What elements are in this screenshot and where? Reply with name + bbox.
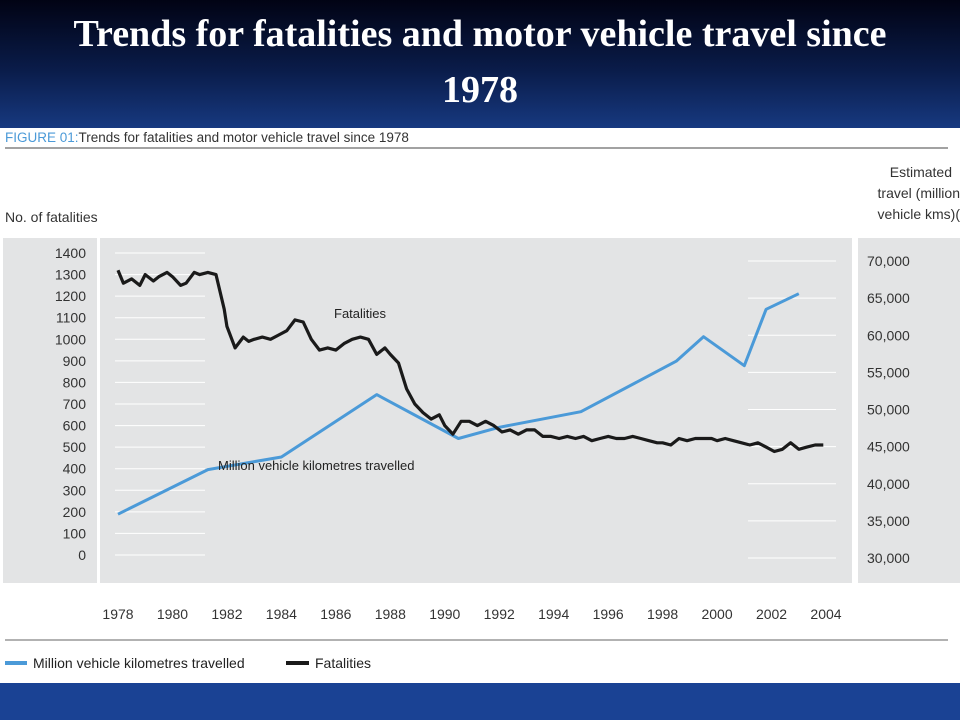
right-axis-title-line-3: vehicle kms)(	[878, 206, 960, 222]
left-tick-label: 900	[63, 353, 87, 369]
series-line-travel	[117, 292, 800, 516]
right-tick-label: 40,000	[867, 476, 910, 492]
plot-area	[100, 238, 852, 583]
left-tick-label: 400	[63, 461, 87, 477]
x-tick-label: 1988	[375, 606, 406, 622]
x-tick-label: 2004	[810, 606, 841, 622]
figure-panel: FIGURE 01:Trends for fatalities and moto…	[0, 128, 960, 683]
right-tick-label: 35,000	[867, 513, 910, 529]
figure-caption-text: Trends for fatalities and motor vehicle …	[79, 130, 409, 145]
right-tick-label: 60,000	[867, 327, 910, 343]
right-tick-label: 65,000	[867, 290, 910, 306]
figure-label: FIGURE 01:	[5, 130, 79, 145]
figure-caption: FIGURE 01:Trends for fatalities and moto…	[5, 130, 409, 145]
left-tick-label: 800	[63, 374, 87, 390]
right-axis-title-line-2: travel (million	[878, 185, 960, 201]
left-tick-label: 300	[63, 482, 87, 498]
x-tick-label: 1990	[429, 606, 460, 622]
left-axis-title: No. of fatalities	[5, 209, 98, 225]
left-tick-label: 1300	[55, 267, 86, 283]
x-axis-ticks: 1978 1980 1982 1984 1986 1988 1990 1992 1994 1996…	[102, 606, 841, 622]
x-tick-label: 1982	[211, 606, 242, 622]
left-tick-label: 600	[63, 418, 87, 434]
x-tick-label: 2000	[701, 606, 732, 622]
x-tick-label: 2002	[756, 606, 787, 622]
right-axis-title-line-1: Estimated	[890, 164, 952, 180]
right-tick-label: 50,000	[867, 402, 910, 418]
left-tick-label: 700	[63, 396, 87, 412]
slide-footer	[0, 683, 960, 720]
legend: Million vehicle kilometres travelled Fat…	[5, 655, 371, 671]
x-tick-label: 1978	[102, 606, 133, 622]
x-tick-label: 1984	[266, 606, 297, 622]
legend-label-fatalities: Fatalities	[315, 655, 371, 671]
gridlines	[115, 252, 836, 559]
left-tick-label: 1200	[55, 288, 86, 304]
right-tick-label: 30,000	[867, 550, 910, 566]
fatalities-annotation: Fatalities	[334, 306, 387, 321]
slide-title: Trends for fatalities and motor vehicle …	[73, 13, 887, 111]
legend-label-travel: Million vehicle kilometres travelled	[33, 655, 245, 671]
x-tick-label: 1992	[484, 606, 515, 622]
left-tick-label: 1400	[55, 245, 86, 261]
travel-annotation: Million vehicle kilometres travelled	[218, 458, 415, 473]
slide-header: Trends for fatalities and motor vehicle …	[0, 0, 960, 128]
right-tick-label: 55,000	[867, 364, 910, 380]
left-tick-label: 100	[63, 525, 87, 541]
left-tick-label: 500	[63, 439, 87, 455]
left-tick-label: 1000	[55, 331, 86, 347]
chart-svg: FIGURE 01:Trends for fatalities and moto…	[3, 130, 960, 671]
x-tick-label: 1986	[320, 606, 351, 622]
right-tick-label: 70,000	[867, 253, 910, 269]
x-tick-label: 1998	[647, 606, 678, 622]
left-axis-ticks: 0 100 200 300 400 500 600 700 800 900 1000 1100 1200…	[55, 245, 86, 563]
series-lines	[116, 269, 824, 516]
x-tick-label: 1980	[157, 606, 188, 622]
right-axis-ticks: 30,000 35,000 40,000 45,000 50,000 55,000 60,0…	[867, 253, 910, 566]
right-axis-box	[858, 238, 960, 583]
left-axis-box	[3, 238, 97, 583]
left-tick-label: 0	[78, 547, 86, 563]
right-tick-label: 45,000	[867, 439, 910, 455]
series-line-fatalities	[116, 269, 824, 454]
left-tick-label: 200	[63, 504, 87, 520]
x-tick-label: 1996	[593, 606, 624, 622]
left-tick-label: 1100	[56, 310, 86, 326]
x-tick-label: 1994	[538, 606, 569, 622]
